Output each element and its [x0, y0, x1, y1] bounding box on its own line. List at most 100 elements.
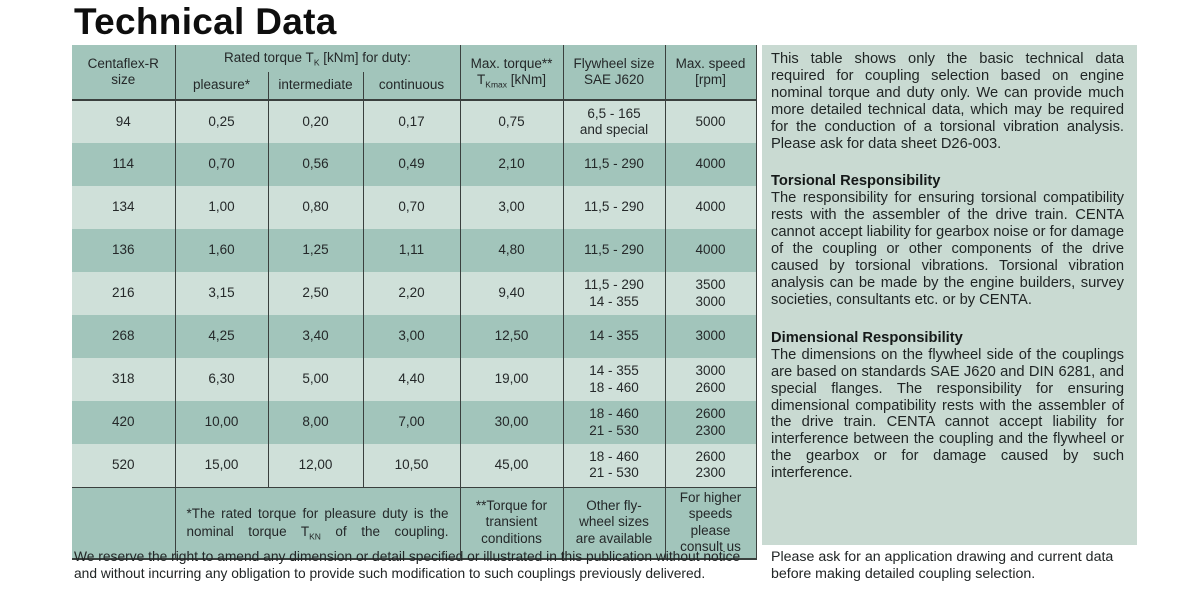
- torsional-section: Torsional Responsibility The responsibil…: [771, 173, 1124, 308]
- col-header-pleasure: pleasure*: [174, 72, 268, 101]
- cell-line: 1,60: [208, 242, 235, 258]
- cell-line: 0,49: [398, 156, 425, 172]
- max-torque-symbol: T: [477, 72, 486, 87]
- continuous-cell: 10,50: [362, 444, 461, 487]
- cell-line: 6,30: [208, 371, 235, 387]
- rated-torque-subscript: K: [313, 57, 320, 68]
- cell-line: 0,25: [208, 113, 235, 129]
- max-torque-subscript: Kmax: [485, 79, 508, 90]
- continuous-cell: 0,70: [362, 186, 461, 229]
- table-footer-row: *The rated torque for pleasure duty is t…: [72, 486, 757, 559]
- cell-line: 2600: [695, 379, 726, 395]
- table-header: Centaflex-R size Rated torque TK [kNm] f…: [72, 45, 757, 101]
- cell-line: 11,5 - 290: [584, 199, 644, 215]
- max-torque-line: TKmax [kNm]: [465, 72, 559, 89]
- speed-cell: 2600 2300: [664, 401, 757, 444]
- torsional-heading: Torsional Responsibility: [771, 173, 941, 190]
- cell-line: 14 - 355: [589, 363, 639, 378]
- cell-line: 18 - 460: [589, 448, 639, 464]
- rated-note-subscript: KN: [309, 531, 321, 542]
- torque-note-line: conditions: [481, 530, 542, 546]
- table-header-row-1: Centaflex-R size Rated torque TK [kNm] f…: [72, 45, 757, 101]
- application-footnote: Please ask for an application drawing an…: [771, 549, 1114, 582]
- table-footer: *The rated torque for pleasure duty is t…: [72, 486, 757, 559]
- cell-line: 15,00: [204, 457, 239, 472]
- cell-line: 9,40: [498, 285, 525, 301]
- pleasure-cell: 1,00: [174, 186, 268, 229]
- table-row: 114 0,70 0,56 0,49 2,10 11,5 - 290 4000: [72, 143, 757, 186]
- max-torque-cell: 19,00: [459, 358, 564, 401]
- table-row: 520 15,00 12,00 10,50 45,00 18 - 460 21 - 530 2…: [72, 444, 757, 487]
- cell-line: 4,25: [208, 328, 235, 344]
- cell-line: 45,00: [494, 457, 529, 472]
- cell-line: 11,5 - 290: [584, 242, 644, 258]
- cell-line: 3,00: [398, 328, 425, 344]
- cell-line: 2,10: [498, 156, 525, 172]
- flywheel-header-line: SAE J620: [584, 72, 645, 87]
- footer-speed-note: For higher speeds please consult us: [664, 486, 757, 559]
- cell-line: 520: [111, 457, 135, 472]
- torque-note-line: **Torque for: [475, 497, 548, 513]
- cell-line: 420: [111, 414, 135, 430]
- table-row: 216 3,15 2,50 2,20 9,40 11,5 - 290 14 - 355 350…: [72, 272, 757, 315]
- max-torque-cell: 30,00: [459, 401, 564, 444]
- cell-line: 0,75: [498, 113, 525, 129]
- flywheel-cell: 11,5 - 290: [562, 143, 666, 186]
- size-cell: 268: [72, 315, 175, 358]
- speed-cell: 3500 3000: [664, 272, 757, 315]
- rated-torque-text: [kNm] for duty:: [319, 50, 412, 66]
- flywheel-cell: 11,5 - 290: [562, 186, 666, 229]
- cell-line: 0,70: [398, 199, 425, 215]
- pleasure-cell: 0,70: [174, 143, 268, 186]
- max-torque-cell: 0,75: [459, 100, 564, 143]
- cell-line: 8,00: [302, 414, 329, 430]
- cell-line: 21 - 530: [589, 465, 639, 481]
- speed-cell: 4000: [664, 186, 757, 229]
- intermediate-cell: 0,56: [267, 143, 363, 186]
- col-header-max-torque: Max. torque** TKmax [kNm]: [459, 45, 564, 101]
- pleasure-cell: 4,25: [174, 315, 268, 358]
- cell-line: 94: [115, 113, 131, 129]
- pleasure-cell: 6,30: [174, 358, 268, 401]
- intermediate-cell: 2,50: [267, 272, 363, 315]
- torsional-paragraph: The responsibility for ensuring torsiona…: [771, 190, 1124, 308]
- flywheel-note-line: Other fly-: [586, 497, 642, 513]
- technical-data-table: Centaflex-R size Rated torque TK [kNm] f…: [72, 45, 757, 560]
- cell-line: 11,5 - 290: [584, 156, 644, 172]
- rated-torque-text: Rated torque T: [224, 50, 314, 66]
- cell-line: 1,11: [398, 242, 425, 258]
- max-torque-unit: [kNm]: [507, 72, 547, 87]
- speed-cell: 5000: [664, 100, 757, 143]
- col-header-size-line: size: [111, 72, 136, 87]
- info-panel: This table shows only the basic technica…: [762, 45, 1137, 545]
- continuous-cell: 4,40: [362, 358, 461, 401]
- max-torque-line: Max. torque**: [470, 55, 553, 71]
- cell-line: 3000: [695, 363, 726, 378]
- cell-line: 21 - 530: [589, 422, 639, 438]
- continuous-cell: 7,00: [362, 401, 461, 444]
- cell-line: 4000: [695, 242, 726, 258]
- footer-rated-note: *The rated torque for pleasure duty is t…: [174, 486, 461, 559]
- size-cell: 318: [72, 358, 175, 401]
- table-row: 94 0,25 0,20 0,17 0,75 6,5 - 165 and special 50…: [72, 100, 757, 143]
- cell-line: 1,25: [302, 242, 329, 258]
- cell-line: 2600: [695, 448, 726, 464]
- size-cell: 94: [72, 100, 175, 143]
- cell-line: 3000: [695, 328, 726, 344]
- cell-line: 14 - 355: [589, 293, 639, 309]
- size-cell: 136: [72, 229, 175, 272]
- cell-line: 2,50: [302, 285, 329, 301]
- table-body: 94 0,25 0,20 0,17 0,75 6,5 - 165 and special 50…: [72, 100, 757, 487]
- size-cell: 134: [72, 186, 175, 229]
- rated-note-text: *The rated torque for pleasure duty is t…: [186, 505, 449, 539]
- max-torque-cell: 12,50: [459, 315, 564, 358]
- flywheel-cell: 14 - 355: [562, 315, 666, 358]
- flywheel-cell: 11,5 - 290: [562, 229, 666, 272]
- continuous-cell: 3,00: [362, 315, 461, 358]
- col-header-flywheel: Flywheel size SAE J620: [562, 45, 666, 101]
- col-header-size-line: Centaflex-R: [87, 55, 159, 71]
- intermediate-cell: 12,00: [267, 444, 363, 487]
- intermediate-cell: 3,40: [267, 315, 363, 358]
- table-header-row-2: pleasure* intermediate continuous: [72, 72, 756, 101]
